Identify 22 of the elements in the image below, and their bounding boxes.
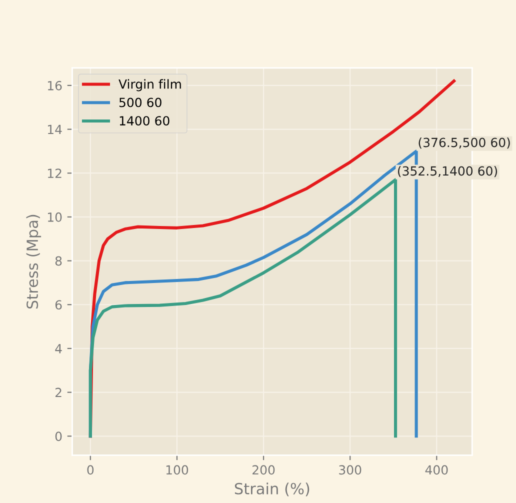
y-tick-label: 2	[55, 388, 62, 398]
y-tick-label: 16	[48, 80, 62, 90]
legend-label: 500 60	[119, 98, 162, 108]
y-axis-title: Stress (Mpa)	[26, 214, 42, 309]
x-tick-label: 100	[166, 465, 188, 475]
legend-label: Virgin film	[118, 79, 181, 92]
x-axis-title: Strain (%)	[234, 482, 310, 496]
y-tick-label: 8	[55, 256, 62, 266]
x-tick-label: 0	[87, 465, 94, 475]
y-tick-label: 4	[55, 344, 62, 354]
y-tick-label: 6	[55, 300, 62, 310]
y-tick-label: 10	[48, 212, 62, 222]
y-tick-label: 0	[55, 432, 62, 442]
annotation: (352.5,1400 60)	[398, 166, 498, 178]
x-tick-label: 200	[252, 465, 275, 475]
x-tick-label: 400	[425, 465, 448, 475]
x-tick-label: 300	[339, 465, 362, 475]
annotation: (376.5,500 60)	[418, 138, 510, 149]
line-series	[88, 178, 398, 438]
y-tick-label: 12	[48, 168, 62, 178]
legend-label: 1400 60	[120, 116, 170, 126]
y-tick-label: 14	[48, 124, 62, 134]
